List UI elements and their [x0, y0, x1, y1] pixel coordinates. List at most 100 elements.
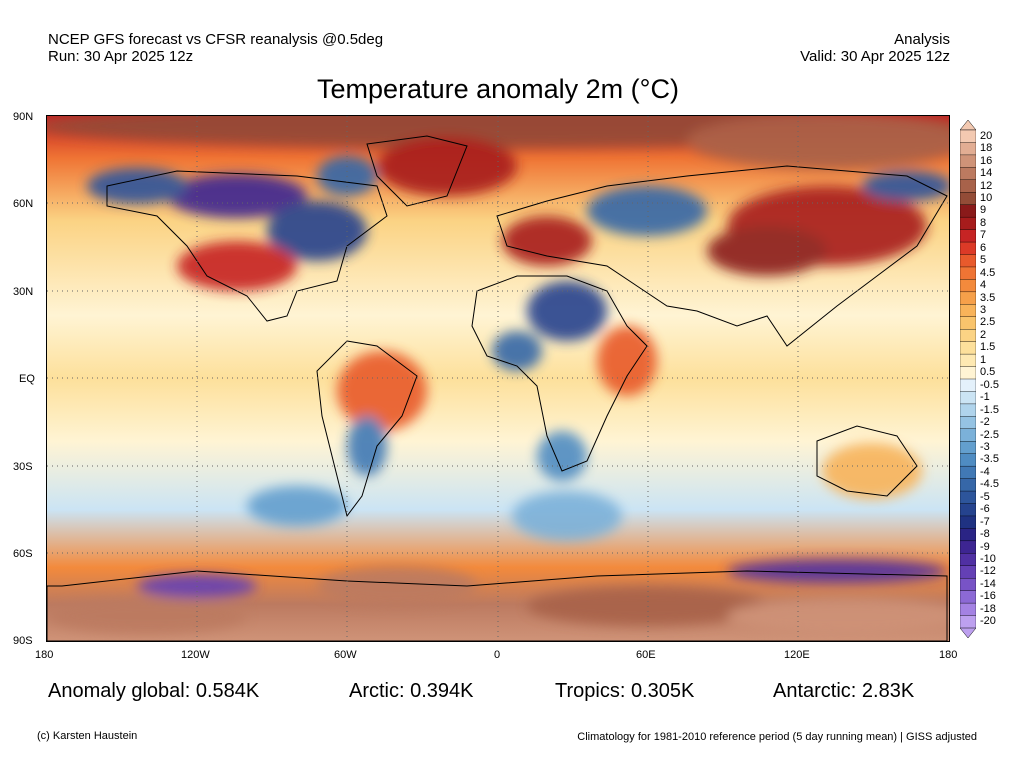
colorbar-label: 0.5 [980, 366, 996, 379]
credit: (c) Karsten Haustein [37, 730, 138, 742]
colorbar-segment [960, 453, 976, 467]
stat-arctic: Arctic: 0.394K [349, 680, 474, 702]
lat-tick-30n: 30N [13, 286, 34, 298]
colorbar-segment [960, 279, 976, 293]
colorbar-label: -2.5 [980, 428, 999, 441]
colorbar-label: -8 [980, 528, 990, 541]
colorbar-segment [960, 615, 976, 629]
colorbar-segment [960, 316, 976, 330]
colorbar-segment [960, 241, 976, 256]
colorbar-label: 3 [980, 304, 987, 317]
colorbar-label: 9 [980, 204, 987, 217]
colorbar-segment [960, 590, 976, 604]
colorbar-segment [960, 416, 976, 430]
colorbar-label: 18 [980, 142, 993, 155]
colorbar-segment [960, 602, 976, 617]
colorbar [960, 120, 976, 638]
colorbar-label: 20 [980, 129, 993, 142]
colorbar-label: -10 [980, 553, 996, 566]
lat-tick-30s: 30S [13, 461, 33, 473]
colorbar-segment [960, 266, 976, 280]
lon-tick-180e: 180 [939, 649, 958, 661]
colorbar-label: 12 [980, 179, 993, 192]
colorbar-label: 1 [980, 353, 987, 366]
stat-tropics: Tropics: 0.305K [555, 680, 695, 702]
stat-antarctic: Antarctic: 2.83K [773, 680, 915, 702]
colorbar-label: 5 [980, 254, 987, 267]
colorbar-label: 10 [980, 191, 993, 204]
colorbar-segment [960, 229, 976, 243]
lat-tick-eq: EQ [19, 373, 35, 385]
colorbar-label: 7 [980, 229, 987, 242]
colorbar-segment [960, 441, 976, 455]
colorbar-segment [960, 328, 976, 343]
colorbar-segment [960, 378, 976, 392]
colorbar-segment [960, 490, 976, 504]
lat-tick-90s: 90S [13, 635, 33, 647]
colorbar-segment [960, 565, 976, 579]
colorbar-label: -4 [980, 465, 990, 478]
colorbar-segment [960, 465, 976, 480]
lon-tick-180w: 180 [35, 649, 54, 661]
lat-tick-60n: 60N [13, 198, 34, 210]
colorbar-label: -1.5 [980, 403, 999, 416]
colorbar-label: -6 [980, 503, 990, 516]
colorbar-segment [960, 515, 976, 529]
colorbar-segment [960, 167, 976, 181]
colorbar-label: 8 [980, 216, 987, 229]
colorbar-label: -14 [980, 577, 996, 590]
lat-tick-90n: 90N [13, 111, 34, 123]
analysis-label: Analysis [894, 31, 950, 48]
colorbar-segment [960, 578, 976, 592]
lon-tick-120w: 120W [181, 649, 210, 661]
colorbar-label: -12 [980, 565, 996, 578]
colorbar-segment [960, 142, 976, 156]
colorbar-segment [960, 216, 976, 231]
colorbar-label: 2.5 [980, 316, 996, 329]
colorbar-label: -0.5 [980, 378, 999, 391]
colorbar-label: -2 [980, 416, 990, 429]
colorbar-segment [960, 254, 976, 268]
colorbar-segment [960, 528, 976, 542]
colorbar-segment [960, 204, 976, 218]
lon-tick-60e: 60E [636, 649, 656, 661]
model-run-title: NCEP GFS forecast vs CFSR reanalysis @0.… [48, 31, 384, 48]
colorbar-label: -18 [980, 602, 996, 615]
colorbar-segment [960, 403, 976, 417]
colorbar-segment [960, 391, 976, 405]
colorbar-label: -3 [980, 440, 990, 453]
colorbar-segment [960, 341, 976, 355]
colorbar-label: -16 [980, 590, 996, 603]
colorbar-top-arrow [960, 120, 976, 131]
colorbar-label: 3.5 [980, 291, 996, 304]
colorbar-label: -4.5 [980, 478, 999, 491]
colorbar-segment [960, 291, 976, 305]
climatology-note: Climatology for 1981-2010 reference peri… [577, 731, 977, 743]
map-title: Temperature anomaly 2m (°C) [317, 74, 679, 104]
colorbar-label: -7 [980, 515, 990, 528]
lon-tick-0: 0 [494, 649, 501, 661]
colorbar-label: 4.5 [980, 266, 996, 279]
stat-global: Anomaly global: 0.584K [48, 680, 260, 702]
colorbar-label: -9 [980, 540, 990, 553]
colorbar-segment [960, 129, 976, 143]
colorbar-label: 1.5 [980, 341, 996, 354]
colorbar-segment [960, 428, 976, 442]
colorbar-segment [960, 478, 976, 492]
anomaly-map [46, 115, 950, 642]
colorbar-segment [960, 179, 976, 193]
lon-tick-60w: 60W [334, 649, 357, 661]
colorbar-label: 4 [980, 279, 987, 292]
colorbar-segment [960, 154, 976, 168]
colorbar-segment [960, 540, 976, 554]
colorbar-label: -5 [980, 490, 990, 503]
lon-tick-120e: 120E [784, 649, 810, 661]
colorbar-label: -3.5 [980, 453, 999, 466]
colorbar-label: 2 [980, 328, 987, 341]
run-date: Run: 30 Apr 2025 12z [48, 48, 194, 65]
lat-tick-60s: 60S [13, 548, 33, 560]
colorbar-label: 16 [980, 154, 993, 167]
colorbar-segment [960, 304, 976, 318]
colorbar-segment [960, 192, 976, 206]
colorbar-label: 6 [980, 241, 987, 254]
